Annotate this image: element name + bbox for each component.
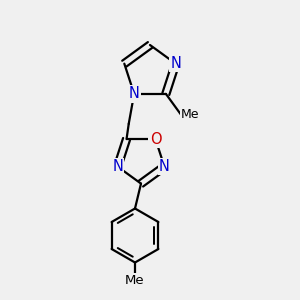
Text: Me: Me bbox=[125, 274, 145, 287]
Text: N: N bbox=[112, 159, 123, 174]
Text: Me: Me bbox=[181, 108, 200, 121]
Text: N: N bbox=[159, 159, 170, 174]
Text: O: O bbox=[150, 132, 161, 147]
Text: N: N bbox=[170, 56, 181, 71]
Text: N: N bbox=[129, 86, 140, 101]
